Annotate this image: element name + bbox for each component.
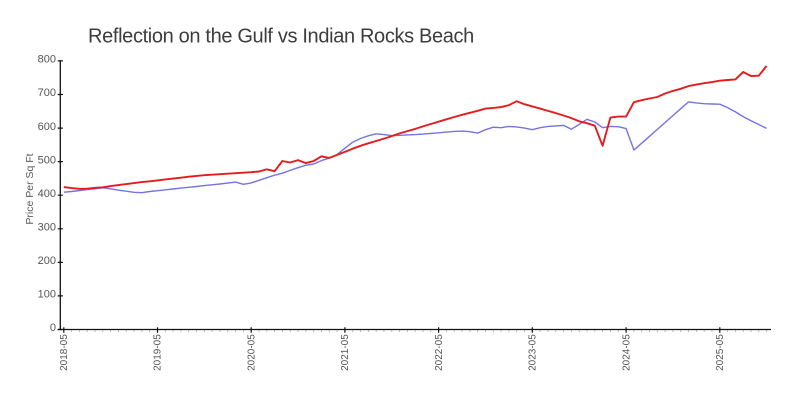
svg-text:2021-05: 2021-05: [340, 334, 351, 371]
svg-text:400: 400: [38, 188, 56, 200]
svg-text:0: 0: [50, 322, 56, 334]
svg-text:2025-05: 2025-05: [715, 334, 726, 371]
svg-text:100: 100: [38, 289, 56, 301]
svg-text:800: 800: [38, 54, 56, 66]
svg-text:500: 500: [38, 154, 56, 166]
svg-text:2022-05: 2022-05: [434, 334, 445, 371]
svg-text:2019-05: 2019-05: [153, 334, 164, 371]
svg-text:200: 200: [38, 255, 56, 267]
svg-text:Price Per Sq Ft: Price Per Sq Ft: [24, 153, 36, 224]
svg-text:2023-05: 2023-05: [528, 334, 539, 371]
svg-text:Reflection on the Gulf vs Indi: Reflection on the Gulf vs Indian Rocks B…: [88, 26, 474, 48]
svg-text:300: 300: [38, 222, 56, 234]
svg-text:600: 600: [38, 121, 56, 133]
svg-text:700: 700: [38, 87, 56, 99]
svg-text:2024-05: 2024-05: [621, 334, 632, 371]
svg-text:2020-05: 2020-05: [246, 334, 257, 371]
svg-text:2018-05: 2018-05: [59, 334, 70, 371]
